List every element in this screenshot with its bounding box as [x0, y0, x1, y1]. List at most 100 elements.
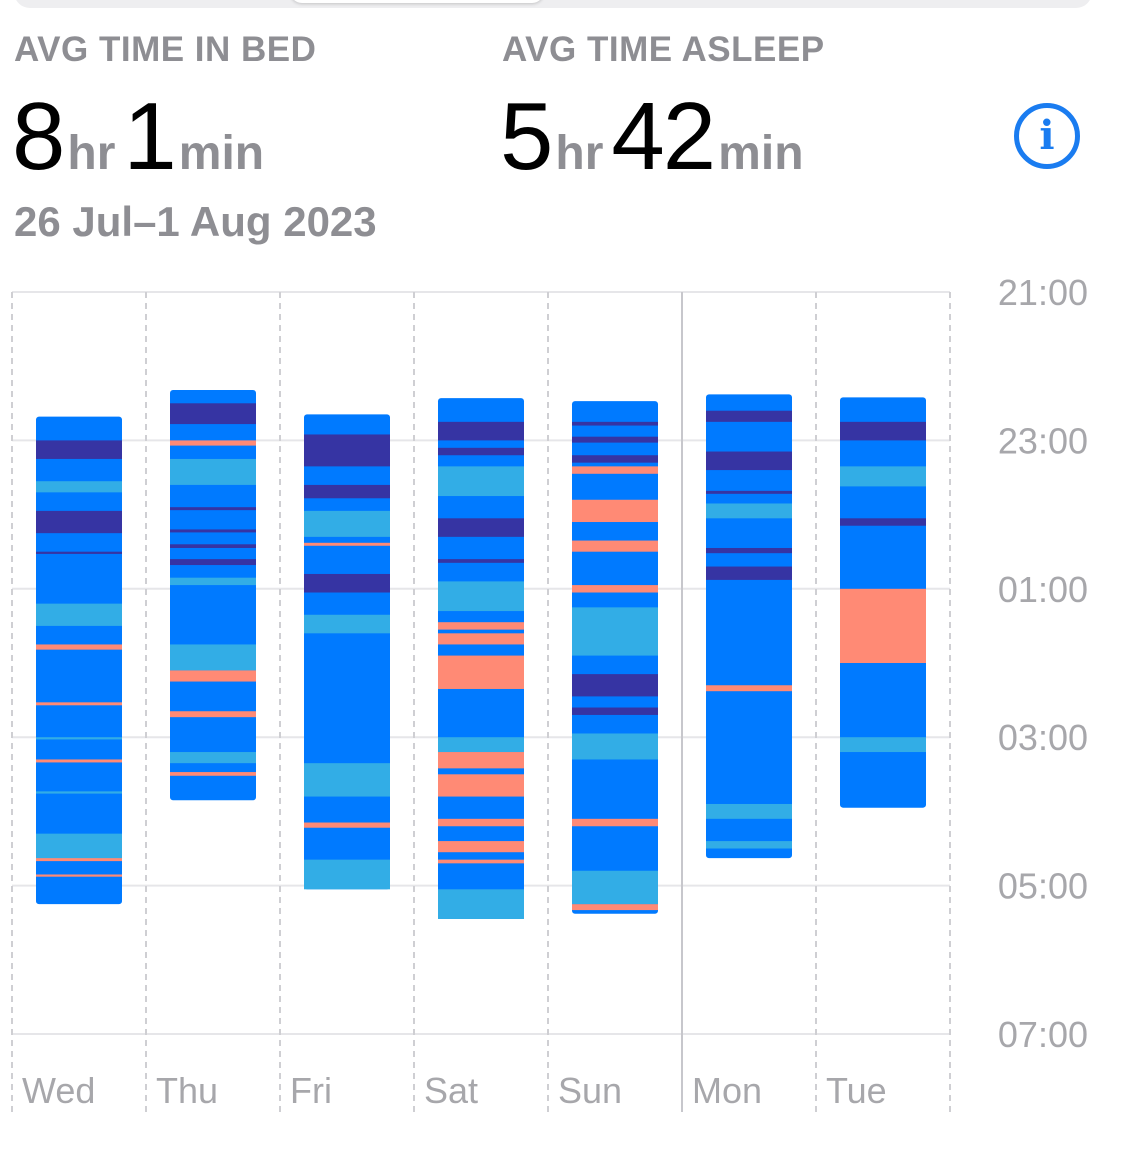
- sleep-segment-rem: [36, 833, 122, 860]
- sleep-segment-awake: [438, 655, 524, 689]
- segmented-control: [14, 0, 1092, 8]
- sleep-segment-awake: [438, 818, 524, 827]
- sleep-segment-awake: [572, 540, 658, 552]
- sleep-segment-deep: [706, 547, 792, 554]
- x-tick-label: Thu: [156, 1070, 218, 1111]
- y-tick-label: 07:00: [998, 1014, 1088, 1055]
- date-range: 26 Jul–1 Aug 2023: [14, 198, 377, 245]
- hr-unit: hr: [555, 127, 604, 180]
- sleep-segment-awake: [572, 818, 658, 827]
- sleep-segment-awake: [438, 622, 524, 630]
- sleep-segment-rem: [170, 458, 256, 485]
- sleep-segment-deep: [572, 455, 658, 463]
- sleep-segment-rem: [36, 791, 122, 794]
- sleep-segment-awake: [36, 644, 122, 650]
- sleep-segment-awake: [170, 711, 256, 718]
- y-tick-label: 21:00: [998, 272, 1088, 313]
- sleep-segment-rem: [438, 737, 524, 753]
- sleep-segment-rem: [572, 733, 658, 760]
- sleep-segment-rem: [706, 841, 792, 849]
- sleep-segment-awake: [170, 670, 256, 682]
- x-tick-label: Wed: [22, 1070, 95, 1111]
- y-tick-label: 05:00: [998, 866, 1088, 907]
- sleep-segment-awake: [36, 759, 122, 763]
- sleep-segment-awake: [304, 822, 390, 828]
- sleep-segment-deep: [572, 674, 658, 697]
- sleep-segment-deep: [572, 421, 658, 426]
- sleep-segment-deep: [36, 440, 122, 459]
- sleep-segment-awake: [304, 542, 390, 546]
- sleep-segment-awake: [572, 904, 658, 911]
- x-tick-label: Fri: [290, 1070, 332, 1111]
- sleep-segment-deep: [572, 436, 658, 443]
- y-tick-label: 01:00: [998, 569, 1088, 610]
- sleep-segment-rem: [840, 737, 926, 753]
- sleep-segment-rem: [706, 503, 792, 519]
- sleep-segment-rem: [170, 577, 256, 586]
- sleep-segment-deep: [304, 573, 390, 593]
- sleep-segment-deep: [840, 518, 926, 526]
- info-icon[interactable]: i: [1014, 103, 1080, 169]
- sleep-segment-deep: [438, 447, 524, 456]
- sleep-segment-awake: [438, 774, 524, 797]
- sleep-segment-awake: [438, 752, 524, 769]
- min-unit: min: [178, 127, 265, 180]
- sleep-segment-deep: [36, 510, 122, 534]
- sleep-bar-thu: [170, 389, 256, 801]
- sleep-segment-deep: [170, 403, 256, 425]
- sleep-segment-deep: [706, 566, 792, 580]
- sleep-segment-deep: [304, 434, 390, 467]
- min-unit: min: [718, 127, 804, 180]
- sleep-segment-awake: [438, 633, 524, 645]
- sleep-segment-rem: [304, 614, 390, 634]
- sleep-segment-deep: [438, 559, 524, 563]
- sleep-segment-deep: [170, 544, 256, 548]
- y-tick-label: 03:00: [998, 717, 1088, 758]
- sleep-segment-rem: [36, 603, 122, 626]
- sleep-segment-awake: [840, 588, 926, 663]
- sleep-segment-deep: [706, 490, 792, 494]
- avg-time-in-bed-minutes: 1: [123, 83, 176, 190]
- segmented-control-selected[interactable]: [290, 0, 544, 3]
- sleep-segment-rem: [36, 737, 122, 740]
- sleep-segment-deep: [706, 451, 792, 471]
- x-tick-label: Tue: [826, 1070, 887, 1111]
- x-tick-label: Sat: [424, 1070, 478, 1111]
- avg-time-asleep-value: 5hr42min: [500, 82, 812, 192]
- sleep-segment-awake: [438, 841, 524, 853]
- sleep-segment-deep: [438, 518, 524, 537]
- sleep-segment-deep: [840, 421, 926, 441]
- sleep-bar-wed: [36, 416, 122, 905]
- sleep-bar-sun: [572, 401, 658, 914]
- sleep-segment-awake: [36, 858, 122, 862]
- sleep-segment-rem: [438, 889, 524, 919]
- avg-time-in-bed-label: AVG TIME IN BED: [14, 30, 317, 69]
- hr-unit: hr: [67, 127, 116, 180]
- sleep-segment-deep: [170, 507, 256, 511]
- avg-time-in-bed-hours: 8: [12, 83, 65, 190]
- avg-time-asleep-label: AVG TIME ASLEEP: [502, 30, 825, 69]
- avg-time-asleep-hours: 5: [500, 83, 553, 190]
- sleep-segment-deep: [706, 410, 792, 422]
- sleep-segment-deep: [304, 484, 390, 499]
- sleep-segment-rem: [706, 803, 792, 819]
- sleep-segment-rem: [170, 752, 256, 764]
- y-tick-label: 23:00: [998, 420, 1088, 461]
- sleep-segment-deep: [438, 421, 524, 441]
- sleep-segment-awake: [170, 772, 256, 776]
- sleep-segment-rem: [304, 763, 390, 797]
- sleep-segment-awake: [706, 685, 792, 692]
- sleep-segment-rem: [572, 870, 658, 905]
- sleep-segment-awake: [36, 702, 122, 706]
- sleep-segment-deep: [36, 551, 122, 554]
- sleep-segment-deep: [572, 707, 658, 715]
- sleep-segment-deep: [170, 529, 256, 533]
- sleep-segment-rem: [840, 466, 926, 487]
- sleep-segment-rem: [438, 581, 524, 612]
- x-tick-label: Mon: [692, 1070, 762, 1111]
- sleep-segment-awake: [438, 859, 524, 864]
- sleep-segment-rem: [170, 644, 256, 671]
- sleep-segment-rem: [36, 481, 122, 493]
- sleep-segment-rem: [304, 510, 390, 537]
- sleep-segment-awake: [572, 466, 658, 474]
